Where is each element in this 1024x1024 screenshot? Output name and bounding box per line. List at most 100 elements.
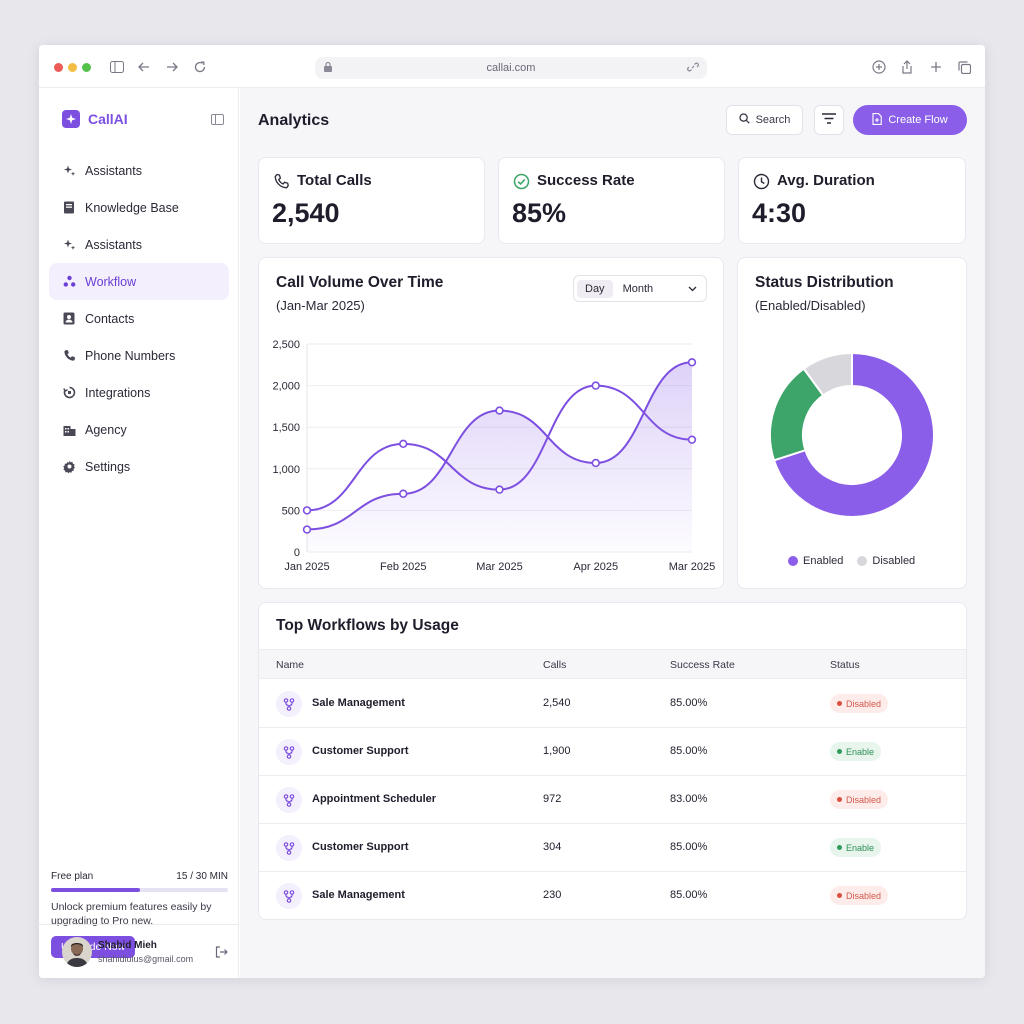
collapse-sidebar-icon[interactable]	[211, 112, 224, 130]
data-point[interactable]	[591, 458, 600, 468]
toggle-option-day[interactable]: Day	[577, 279, 613, 298]
plan-usage: 15 / 30 MIN	[176, 871, 228, 882]
minimize-window-button[interactable]	[68, 63, 77, 72]
y-tick-label: 2,500	[272, 339, 300, 351]
chart-legend: Enabled Disabled	[788, 555, 915, 567]
workflow-success-rate: 83.00%	[670, 793, 708, 805]
column-header-calls[interactable]: Calls	[543, 659, 567, 671]
table-row[interactable]: Sale Management 230 85.00% Disabled	[259, 872, 966, 920]
workflow-calls: 1,900	[543, 745, 571, 757]
search-button[interactable]: Search	[726, 105, 803, 135]
sidebar-item-label: Knowledge Base	[85, 200, 179, 215]
search-icon	[738, 113, 750, 127]
workflow-calls: 2,540	[543, 697, 571, 709]
new-tab-icon[interactable]	[926, 57, 946, 77]
sidebar-item-label: Assistants	[85, 237, 142, 252]
sidebar-item-settings[interactable]: Settings	[49, 448, 229, 485]
y-tick-label: 2,000	[272, 381, 300, 393]
column-header-name[interactable]: Name	[276, 659, 305, 671]
workflow-branch-icon	[276, 835, 302, 861]
data-point[interactable]	[495, 406, 504, 415]
forward-arrow-icon[interactable]	[162, 57, 182, 77]
user-email: shahidiulus@gmail.com	[98, 954, 194, 964]
plan-usage-bar	[51, 888, 228, 892]
table-row[interactable]: Customer Support 304 85.00% Enable	[259, 824, 966, 872]
back-arrow-icon[interactable]	[134, 57, 154, 77]
browser-window: callai.com CallAI	[39, 45, 985, 978]
table-row[interactable]: Sale Management 2,540 85.00% Disabled	[259, 680, 966, 728]
logout-icon[interactable]	[215, 945, 228, 963]
status-badge: Disabled	[830, 790, 889, 809]
maximize-window-button[interactable]	[82, 63, 91, 72]
legend-swatch	[857, 556, 868, 566]
brand[interactable]: CallAI	[62, 110, 128, 128]
filter-button[interactable]	[814, 105, 844, 135]
sidebar-item-assistants[interactable]: Assistants	[49, 152, 229, 189]
y-tick-label: 0	[294, 547, 300, 559]
data-point[interactable]	[687, 358, 697, 367]
status-text: Enable	[846, 842, 875, 853]
sparkle-logo-icon	[62, 110, 80, 128]
sidebar-item-assistants-2[interactable]: Assistants	[49, 226, 229, 263]
download-icon[interactable]	[869, 57, 889, 77]
workflow-calls: 972	[543, 793, 562, 805]
user-profile[interactable]: Shabid Mieh shahidiulus@gmail.com	[39, 924, 239, 978]
legend-item-enabled: Enabled	[788, 555, 843, 567]
building-icon	[62, 423, 76, 437]
sidebar-item-contacts[interactable]: Contacts	[49, 300, 229, 337]
data-point[interactable]	[495, 485, 504, 494]
y-tick-label: 1,000	[272, 464, 300, 476]
create-flow-button[interactable]: Create Flow	[853, 105, 967, 135]
toggle-option-month[interactable]: Month	[622, 282, 654, 295]
plan-usage-fill	[51, 888, 140, 892]
data-point[interactable]	[687, 435, 697, 444]
sidebar: CallAI Assistants Knowledge Base Assista…	[39, 88, 239, 978]
sidebar-item-knowledge-base[interactable]: Knowledge Base	[49, 189, 229, 226]
data-point[interactable]	[302, 506, 312, 515]
tabs-overview-icon[interactable]	[954, 57, 974, 77]
contact-card-icon	[62, 312, 76, 326]
user-name: Shabid Mieh	[98, 940, 157, 951]
donut-slice-enabled[interactable]	[772, 351, 935, 518]
status-dot	[837, 749, 842, 754]
status-donut-chart	[769, 351, 935, 518]
workflow-branch-icon	[276, 691, 302, 717]
status-text: Disabled	[846, 698, 882, 709]
x-tick-label: Mar 2025	[669, 561, 715, 573]
stat-label: Total Calls	[297, 172, 372, 189]
filter-icon	[822, 111, 836, 129]
data-point[interactable]	[302, 525, 312, 534]
sidebar-item-agency[interactable]: Agency	[49, 411, 229, 448]
stat-card-success-rate: Success Rate 85%	[498, 157, 725, 244]
legend-label: Disabled	[872, 555, 916, 567]
table-row[interactable]: Customer Support 1,900 85.00% Enable	[259, 728, 966, 776]
sidebar-toggle-icon[interactable]	[107, 57, 127, 77]
workflow-name: Customer Support	[312, 745, 409, 757]
sidebar-item-phone-numbers[interactable]: Phone Numbers	[49, 337, 229, 374]
address-bar[interactable]: callai.com	[315, 57, 707, 79]
check-circle-icon	[513, 173, 530, 195]
sidebar-item-workflow[interactable]: Workflow	[49, 263, 229, 300]
stat-label: Success Rate	[537, 172, 635, 189]
column-header-success-rate[interactable]: Success Rate	[670, 659, 735, 671]
link-icon[interactable]	[687, 61, 699, 76]
data-point[interactable]	[591, 381, 600, 390]
workflow-branch-icon	[276, 883, 302, 909]
chevron-down-icon[interactable]	[688, 283, 697, 295]
data-point[interactable]	[399, 489, 408, 498]
sidebar-item-integrations[interactable]: Integrations	[49, 374, 229, 411]
share-icon[interactable]	[897, 57, 917, 77]
plan-name: Free plan	[51, 871, 94, 882]
status-dot	[837, 797, 842, 802]
donut-slice-disabled[interactable]	[802, 351, 853, 397]
table-row[interactable]: Appointment Scheduler 972 83.00% Disabled	[259, 776, 966, 824]
workflow-success-rate: 85.00%	[670, 841, 708, 853]
column-header-status[interactable]: Status	[830, 659, 860, 671]
workflow-icon	[62, 275, 76, 289]
reload-icon[interactable]	[190, 57, 210, 77]
lock-icon	[323, 61, 333, 76]
close-window-button[interactable]	[54, 63, 63, 72]
avatar	[62, 937, 92, 967]
legend-item-disabled: Disabled	[857, 555, 915, 567]
data-point[interactable]	[399, 439, 408, 449]
